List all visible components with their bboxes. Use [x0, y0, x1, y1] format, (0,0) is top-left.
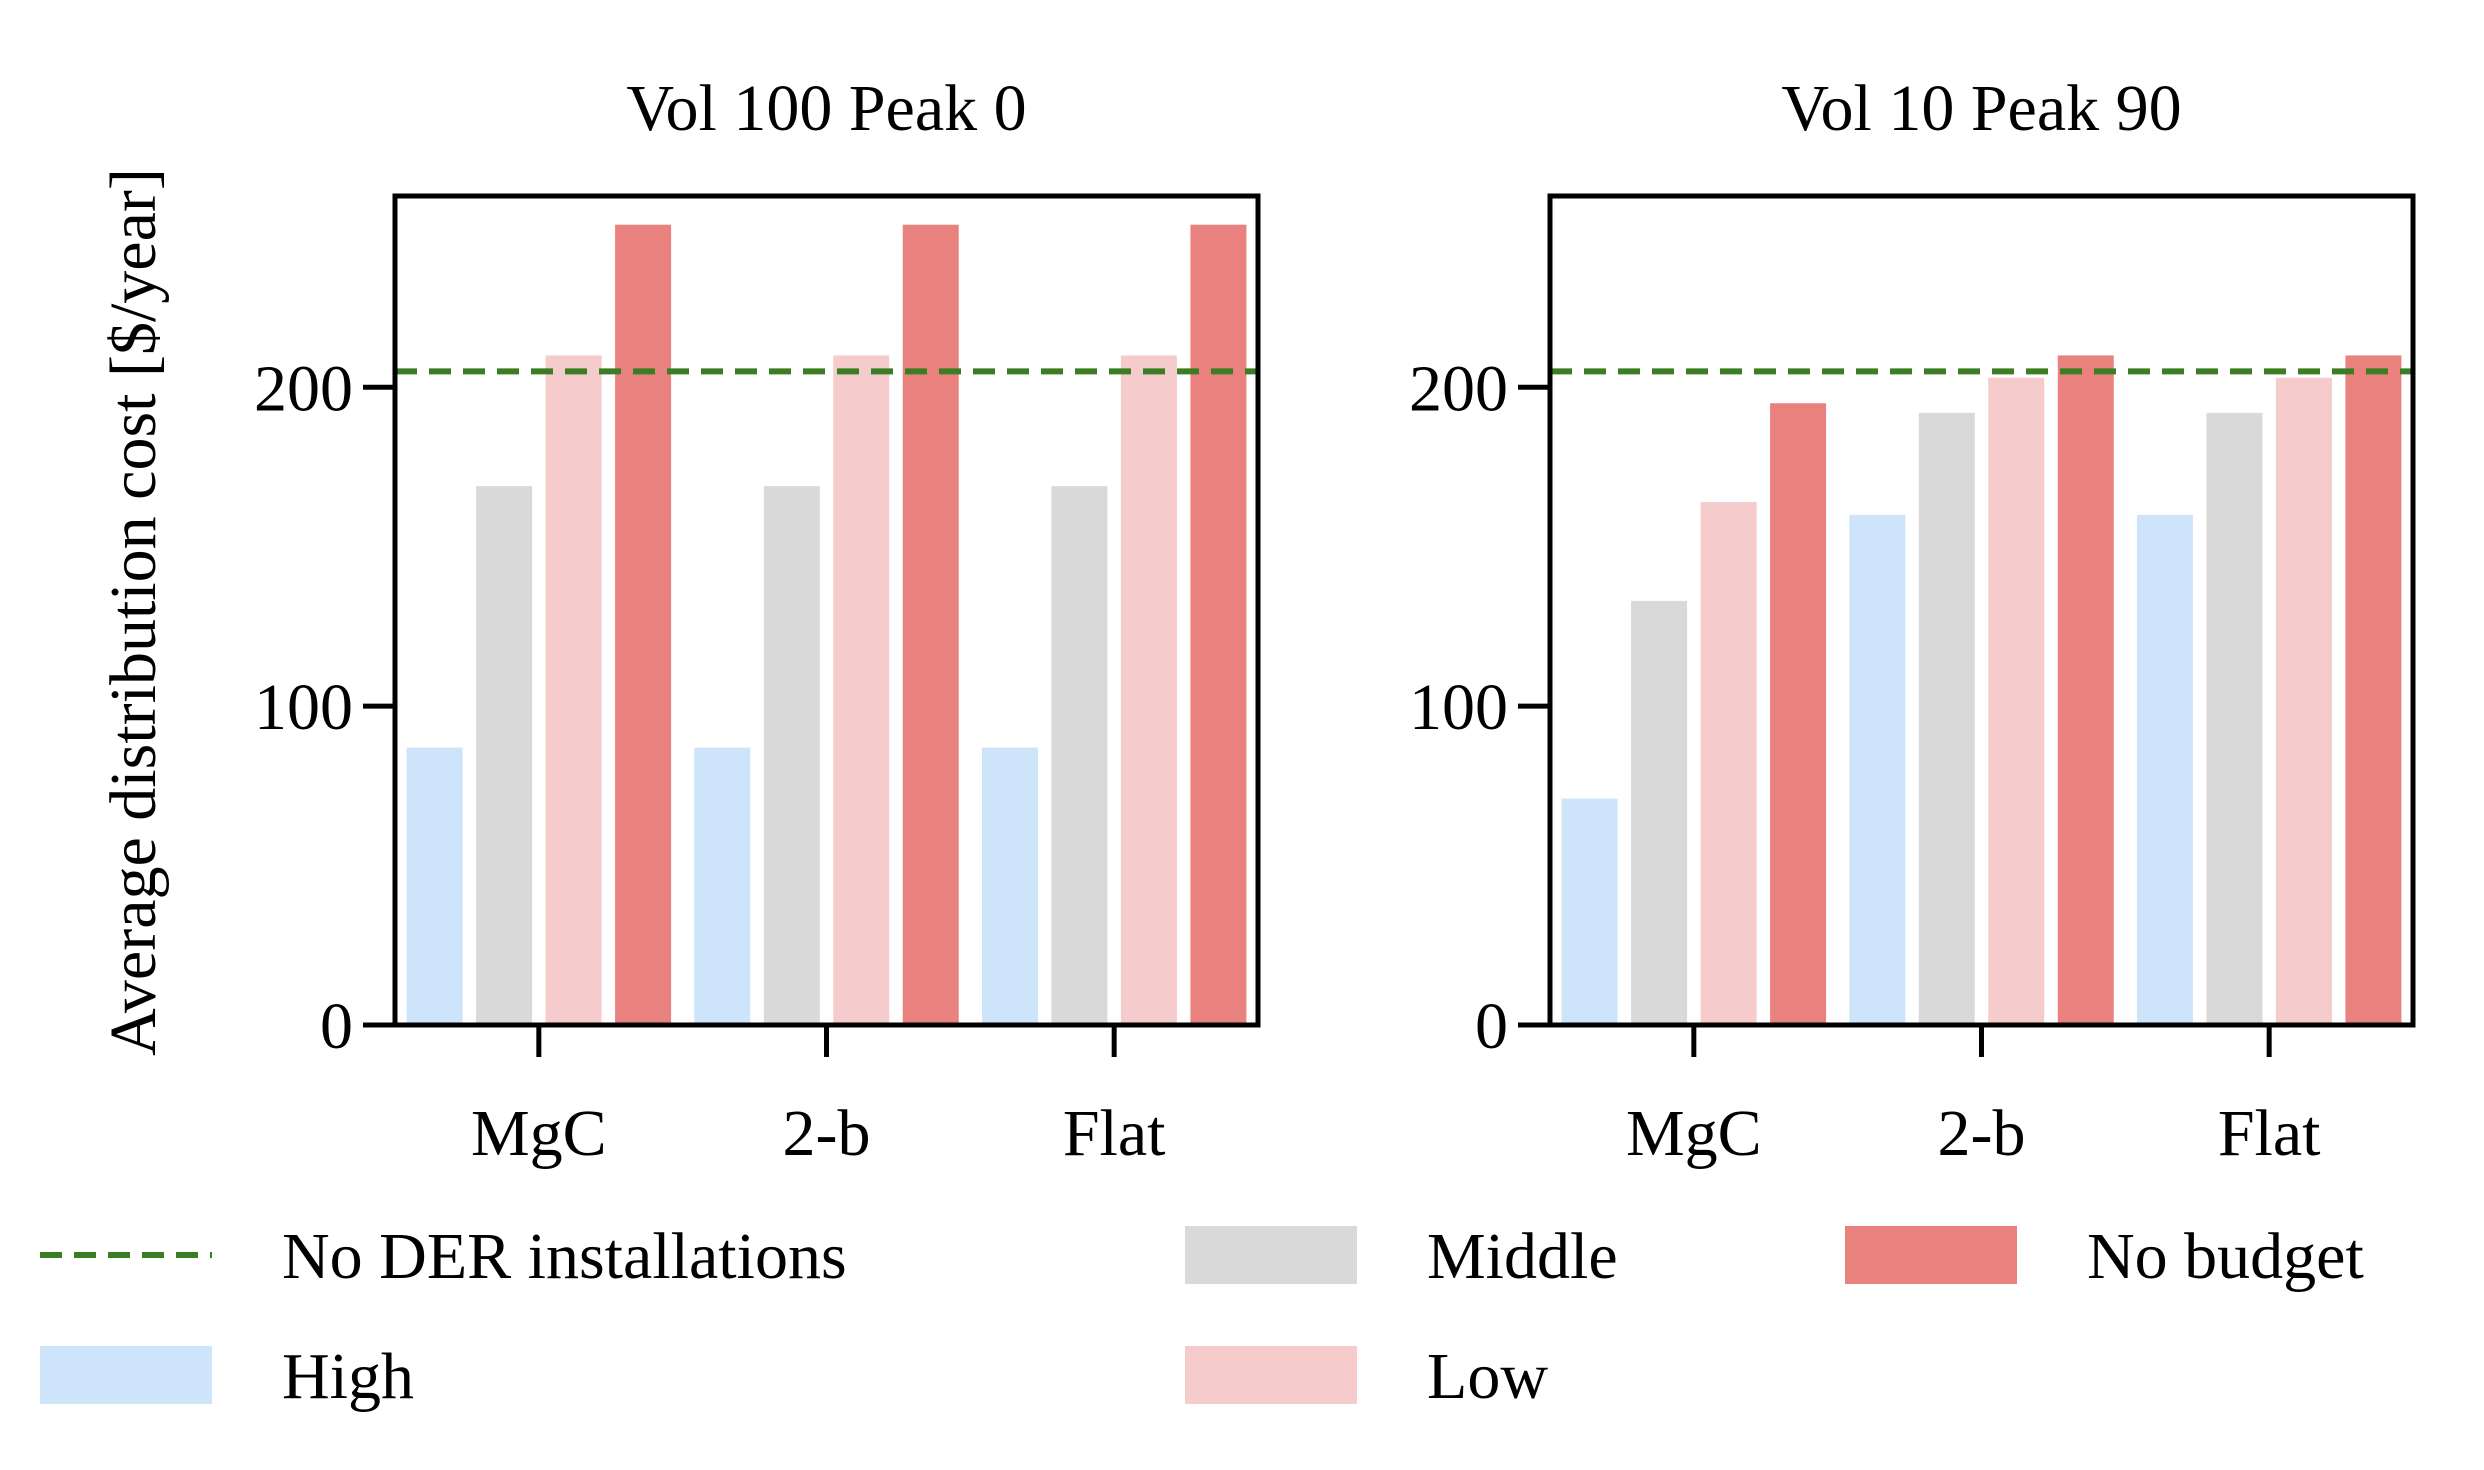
x-tick-label-mgc: MgC — [471, 1097, 607, 1170]
legend-label-middle: Middle — [1427, 1220, 1618, 1293]
subplot-vol-100-peak-0: Vol 100 Peak 0 0 100 200 MgC 2-b Flat — [254, 72, 1261, 1170]
bar-middle-flat — [2206, 412, 2263, 1025]
y-tick-label: 0 — [1475, 990, 1508, 1063]
x-tick-label-flat: Flat — [2218, 1097, 2321, 1170]
y-tick-label: 0 — [320, 990, 353, 1063]
subplot-title: Vol 100 Peak 0 — [626, 72, 1026, 145]
bar-middle-mgc — [476, 486, 533, 1025]
bar-no-budget-mgc — [615, 224, 672, 1025]
bar-middle-2-b — [1918, 412, 1975, 1025]
bar-low-2-b — [1988, 377, 2045, 1025]
y-tick-label: 100 — [1409, 671, 1508, 744]
bar-high-flat — [981, 747, 1038, 1025]
legend-swatch-high — [40, 1346, 212, 1404]
y-tick-label: 200 — [254, 352, 353, 425]
legend-swatch-middle — [1185, 1226, 1357, 1284]
x-tick-label-2-b: 2-b — [1938, 1097, 2026, 1170]
bar-no-budget-2-b — [2057, 355, 2114, 1025]
bar-no-budget-flat — [1190, 224, 1247, 1025]
bar-low-mgc — [1700, 502, 1757, 1026]
bar-low-flat — [1120, 355, 1177, 1025]
y-tick-label: 100 — [254, 671, 353, 744]
legend-label-no-der-installations: No DER installations — [282, 1220, 847, 1293]
legend: No DER installations High Middle Low No budg… — [40, 1220, 2364, 1413]
bar-high-mgc — [406, 747, 463, 1025]
bar-no-budget-2-b — [902, 224, 959, 1025]
bar-high-mgc — [1561, 798, 1618, 1025]
bar-high-2-b — [694, 747, 751, 1025]
bar-no-budget-mgc — [1770, 403, 1827, 1025]
bar-low-mgc — [545, 355, 602, 1025]
legend-label-no-budget: No budget — [2087, 1220, 2364, 1293]
bar-middle-flat — [1051, 486, 1108, 1025]
y-tick-label: 200 — [1409, 352, 1508, 425]
x-tick-label-flat: Flat — [1063, 1097, 1166, 1170]
bar-high-flat — [2136, 514, 2193, 1025]
legend-swatch-low — [1185, 1346, 1357, 1404]
y-axis-label-group: Average distribution cost [$/year] — [97, 168, 170, 1056]
legend-label-high: High — [282, 1340, 414, 1413]
y-axis-label: Average distribution cost [$/year] — [97, 168, 170, 1056]
x-tick-label-2-b: 2-b — [783, 1097, 871, 1170]
x-tick-label-mgc: MgC — [1626, 1097, 1762, 1170]
bar-middle-mgc — [1631, 600, 1688, 1025]
bar-no-budget-flat — [2345, 355, 2402, 1025]
bar-low-flat — [2275, 377, 2332, 1025]
subplot-title: Vol 10 Peak 90 — [1781, 72, 2181, 145]
legend-label-low: Low — [1427, 1340, 1548, 1413]
bar-middle-2-b — [763, 486, 820, 1025]
bar-high-2-b — [1849, 514, 1906, 1025]
bar-low-2-b — [833, 355, 890, 1025]
legend-swatch-no-budget — [1845, 1226, 2017, 1284]
subplot-vol-10-peak-90: Vol 10 Peak 90 0 100 200 MgC 2-b Flat — [1409, 72, 2416, 1170]
